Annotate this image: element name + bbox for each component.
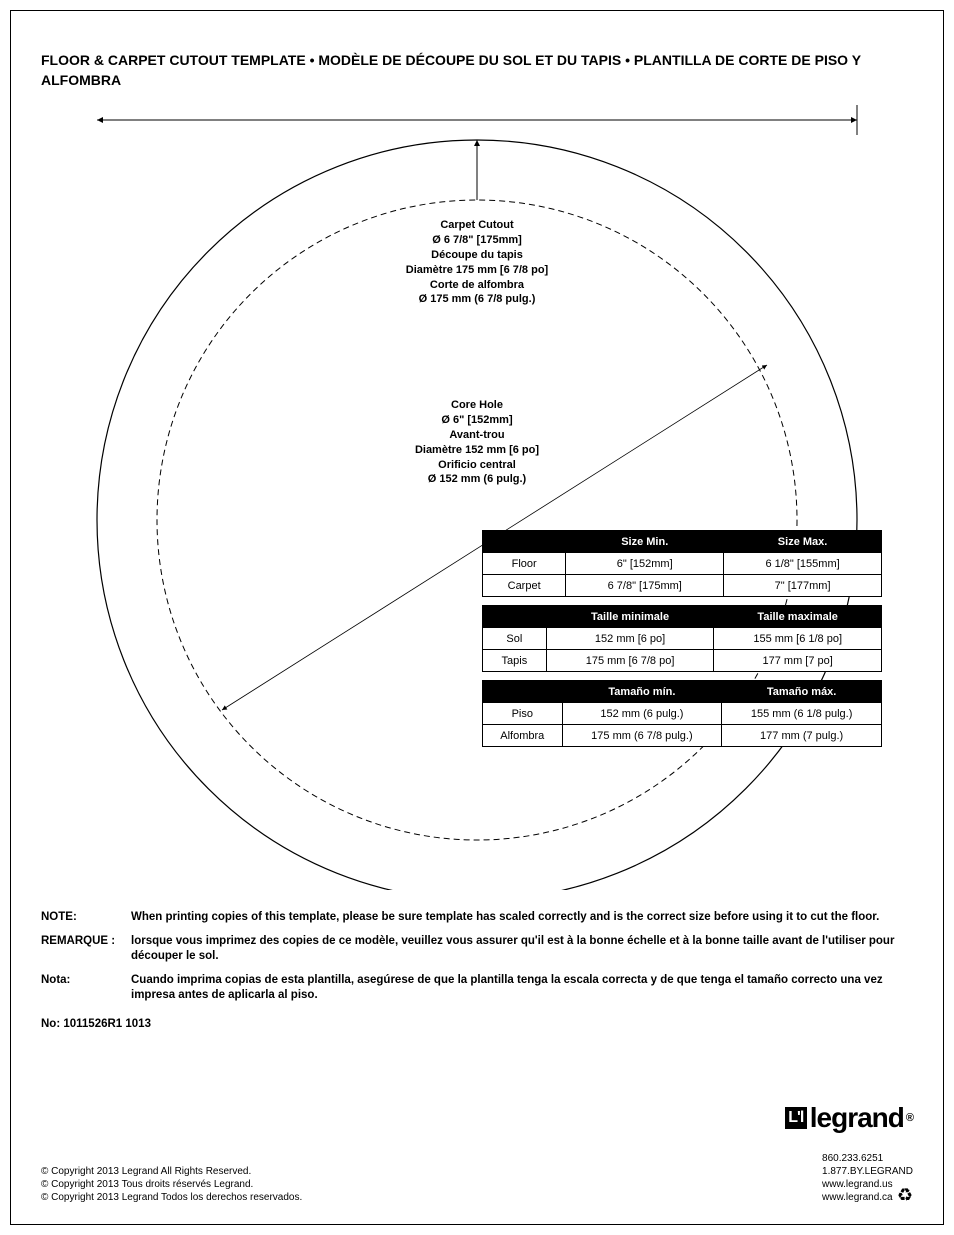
copyright-block: © Copyright 2013 Legrand All Rights Rese… [41, 1165, 913, 1204]
legrand-logo: L'l legrand ® [785, 1102, 913, 1134]
logo-mark: L'l [785, 1107, 807, 1129]
table-row: Sol152 mm [6 po]155 mm [6 1/8 po] [483, 628, 882, 650]
size-table-fr: Taille minimaleTaille maximale Sol152 mm… [482, 605, 882, 672]
logo-text: legrand [810, 1102, 904, 1134]
size-table-es: Tamaño mín.Tamaño máx. Piso152 mm (6 pul… [482, 680, 882, 747]
table-row: Alfombra175 mm (6 7/8 pulg.)177 mm (7 pu… [483, 725, 882, 747]
logo-registered: ® [906, 1112, 913, 1124]
size-tables: Size Min.Size Max. Floor6" [152mm]6 1/8"… [482, 530, 882, 755]
copyright-fr: © Copyright 2013 Tous droits réservés Le… [41, 1178, 913, 1191]
copyright-en: © Copyright 2013 Legrand All Rights Rese… [41, 1165, 913, 1178]
contact-phone2: 1.877.BY.LEGRAND [822, 1165, 913, 1178]
table-row: Carpet6 7/8" [175mm]7" [177mm] [483, 575, 882, 597]
core-hole-label: Core Hole Ø 6" [152mm] Avant-trou Diamèt… [367, 398, 587, 487]
notes-section: NOTE: When printing copies of this templ… [41, 910, 913, 1004]
copyright-es: © Copyright 2013 Legrand Todos los derec… [41, 1191, 913, 1204]
size-table-en: Size Min.Size Max. Floor6" [152mm]6 1/8"… [482, 530, 882, 597]
page-title: FLOOR & CARPET CUTOUT TEMPLATE • MODÈLE … [41, 51, 913, 90]
document-number: No: 1011526R1 1013 [41, 1018, 913, 1030]
table-row: Piso152 mm (6 pulg.)155 mm (6 1/8 pulg.) [483, 703, 882, 725]
cutout-diagram: Carpet Cutout Ø 6 7/8" [175mm] Découpe d… [47, 100, 907, 890]
page: FLOOR & CARPET CUTOUT TEMPLATE • MODÈLE … [10, 10, 944, 1225]
table-row: Tapis175 mm [6 7/8 po]177 mm [7 po] [483, 650, 882, 672]
contact-phone1: 860.233.6251 [822, 1152, 913, 1165]
note-fr: REMARQUE : lorsque vous imprimez des cop… [41, 934, 913, 965]
footer: © Copyright 2013 Legrand All Rights Rese… [41, 1165, 913, 1204]
carpet-cutout-label: Carpet Cutout Ø 6 7/8" [175mm] Découpe d… [367, 218, 587, 307]
note-es: Nota: Cuando imprima copias de esta plan… [41, 973, 913, 1004]
table-row: Floor6" [152mm]6 1/8" [155mm] [483, 553, 882, 575]
recycle-icon: ♻ [897, 1185, 913, 1206]
note-en: NOTE: When printing copies of this templ… [41, 910, 913, 926]
